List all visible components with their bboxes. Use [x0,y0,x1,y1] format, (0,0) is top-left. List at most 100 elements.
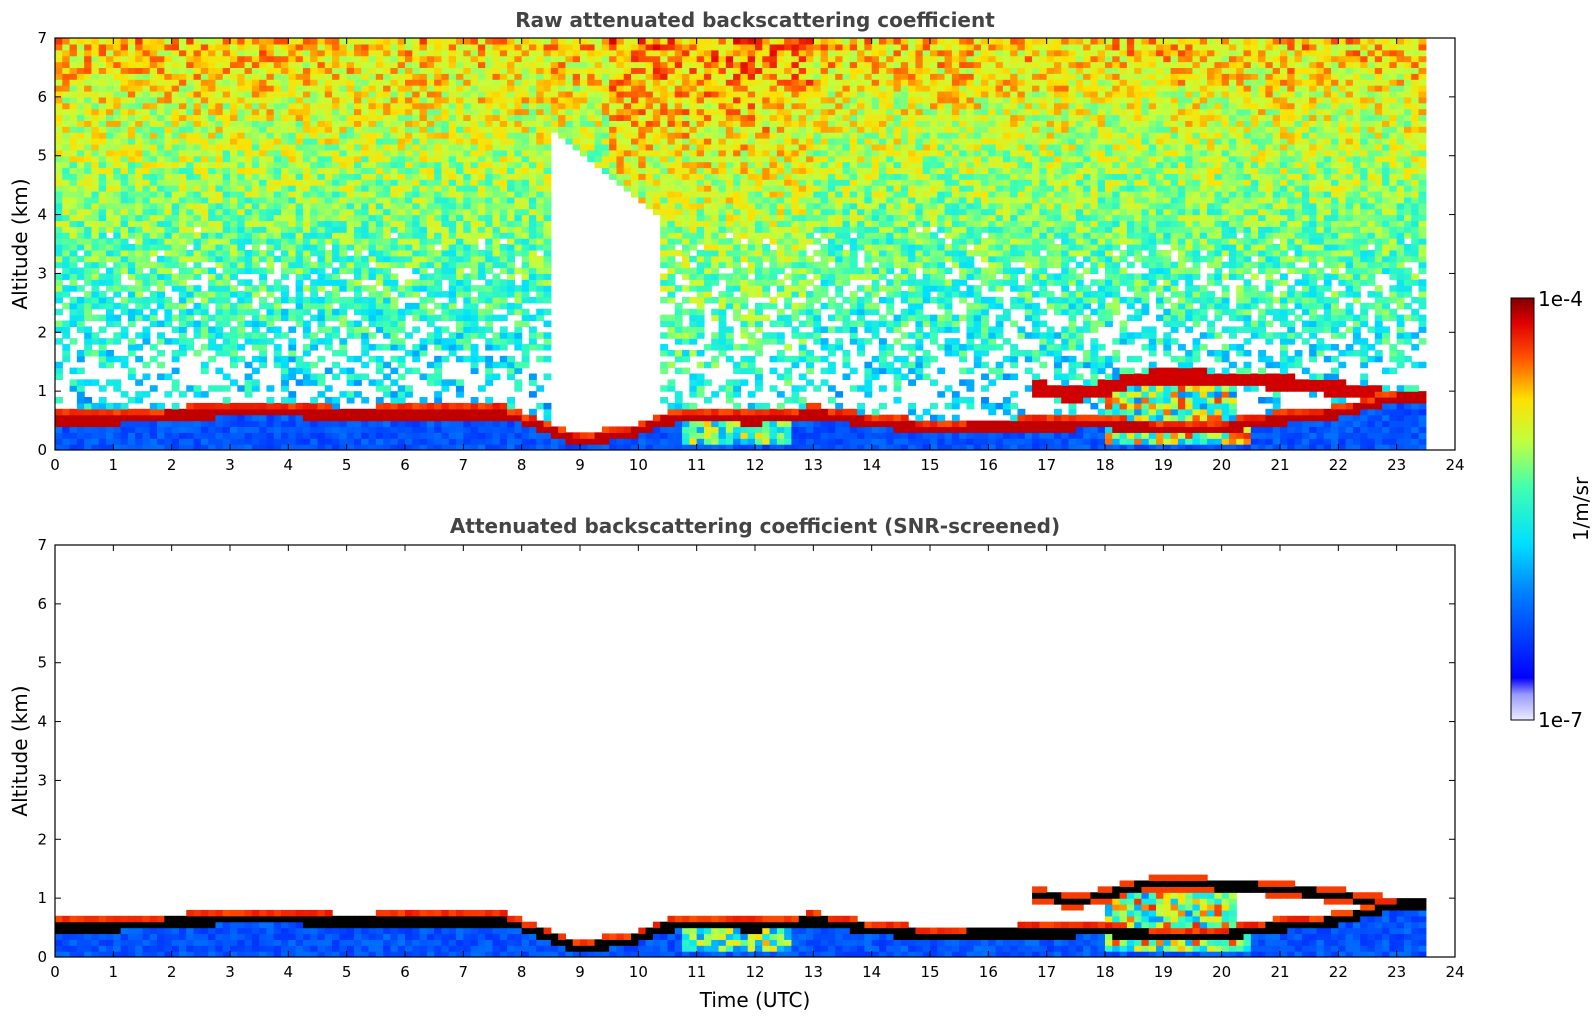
heatmap-cell [572,108,581,116]
heatmap-cell [55,167,63,174]
heatmap-cell [332,326,340,333]
heatmap-cell [412,196,421,204]
heatmap-cell [127,296,136,304]
heatmap-cell [62,191,71,198]
heatmap-cell [310,55,319,63]
heatmap-cell [492,143,501,151]
heatmap-cell [696,132,705,139]
heatmap-cell [55,196,63,204]
heatmap-cell [477,408,486,416]
heatmap-cell [368,149,377,157]
heatmap-cell [55,408,63,416]
heatmap-cell [390,414,399,422]
heatmap-cell [674,338,683,345]
heatmap-cell [69,114,78,121]
heatmap-cell [339,296,348,304]
heatmap-cell [76,102,85,110]
heatmap-cell [397,149,406,157]
heatmap-cell [127,320,136,327]
heatmap-cell [390,149,399,157]
heatmap-cell [499,179,508,186]
heatmap-cell [426,244,435,251]
heatmap-cell [383,244,392,251]
heatmap-cell [178,173,187,180]
heatmap-cell [200,326,209,333]
heatmap-cell [69,126,78,133]
heatmap-cell [565,132,574,139]
heatmap-cell [120,143,129,151]
heatmap-cell [703,85,712,92]
heatmap-cell [76,296,85,304]
heatmap-cell [288,338,297,345]
heatmap-cell [470,132,479,139]
heatmap-cell [208,420,217,428]
heatmap-cell [682,90,690,98]
heatmap-cell [106,96,114,104]
heatmap-cell [237,149,246,157]
heatmap-cell [397,179,406,186]
heatmap-cell [113,90,122,98]
heatmap-cell [142,85,151,92]
heatmap-cell [550,96,559,104]
heatmap-cell [339,155,348,163]
heatmap-cell [463,208,472,216]
heatmap-cell [375,49,384,57]
heatmap-cell [230,120,238,127]
heatmap-cell [499,402,508,410]
heatmap-cell [609,120,618,127]
heatmap-cell [463,202,472,210]
heatmap-cell [674,155,683,163]
heatmap-cell [230,102,238,110]
heatmap-cell [332,296,340,304]
heatmap-cell [434,85,443,92]
heatmap-cell [528,161,537,169]
heatmap-cell [456,408,464,416]
heatmap-cell [310,126,319,133]
heatmap-cell [361,149,370,157]
heatmap-cell [91,43,100,51]
heatmap-cell [580,120,588,127]
heatmap-cell [463,344,472,351]
heatmap-cell [288,408,297,416]
heatmap-cell [470,108,479,116]
heatmap-cell [514,73,523,80]
heatmap-cell [215,244,224,251]
heatmap-cell [441,308,450,316]
heatmap-cell [317,267,326,275]
heatmap-cell [69,179,78,186]
heatmap-cell [164,261,173,269]
heatmap-cell [215,90,224,98]
heatmap-cell [390,38,399,45]
heatmap-cell [230,308,238,316]
heatmap-cell [368,438,377,445]
heatmap-cell [543,55,552,63]
heatmap-cell [266,426,275,433]
heatmap-cell [711,444,720,450]
heatmap-cell [332,179,340,186]
heatmap-cell [441,444,450,450]
heatmap-cell [295,138,304,145]
heatmap-cell [536,402,545,410]
heatmap-cell [521,432,530,439]
heatmap-cell [426,238,435,245]
heatmap-cell [674,432,683,439]
heatmap-cell [368,273,377,280]
heatmap-cell [426,320,435,327]
heatmap-cell [667,126,676,133]
heatmap-cell [353,79,362,86]
heatmap-cell [609,79,618,86]
heatmap-cell [499,267,508,275]
heatmap-cell [383,173,392,180]
heatmap-cell [178,167,187,174]
heatmap-cell [339,249,348,257]
heatmap-cell [361,161,370,169]
heatmap-cell [456,344,464,351]
heatmap-cell [674,220,683,227]
heatmap-cell [317,220,326,227]
heatmap-cell [652,108,661,116]
heatmap-cell [346,90,355,98]
heatmap-cell [76,126,85,133]
heatmap-cell [353,438,362,445]
heatmap-cell [171,49,180,57]
heatmap-cell [317,132,326,139]
